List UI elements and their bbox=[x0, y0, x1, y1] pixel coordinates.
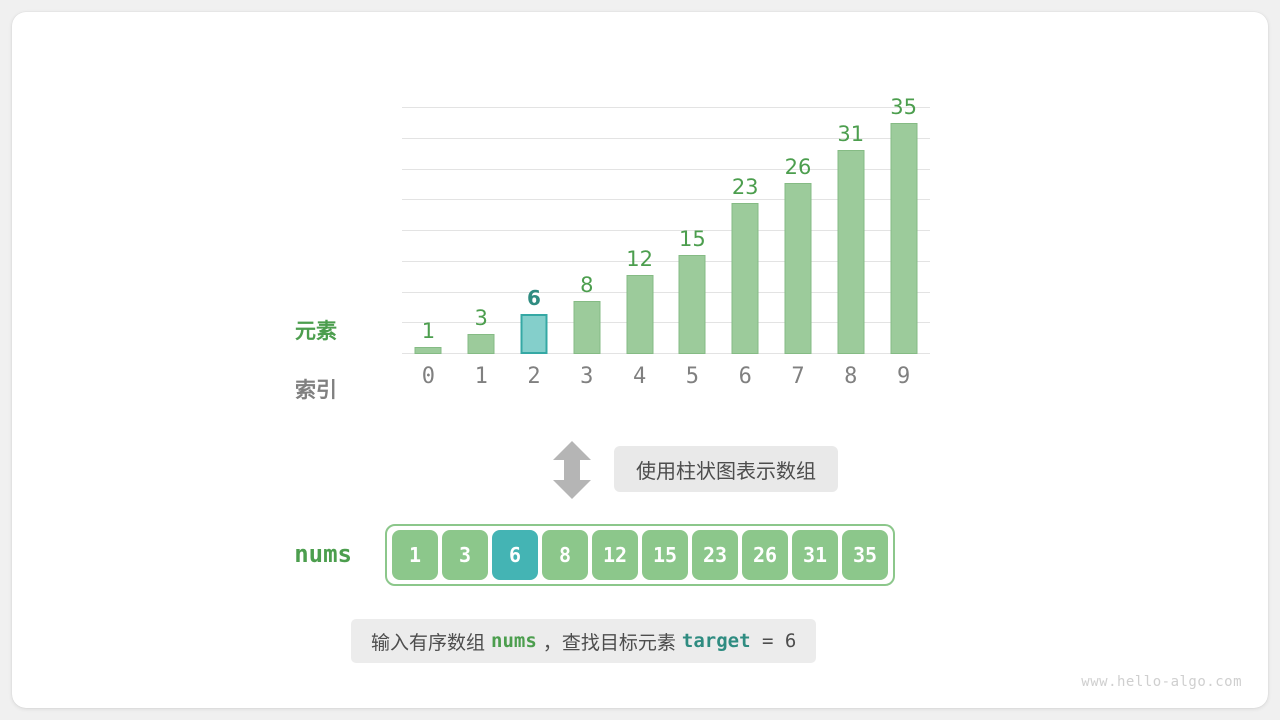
bar bbox=[784, 182, 812, 354]
bar-chart: 1 3 6 8 12 15 23 26 31 35 bbox=[402, 95, 930, 354]
bar-value-label: 31 bbox=[837, 121, 865, 146]
x-tick-label: 9 bbox=[896, 364, 911, 389]
bar bbox=[890, 123, 918, 354]
bar-value-label: 23 bbox=[731, 174, 759, 199]
array-cell[interactable]: 8 bbox=[542, 530, 588, 580]
caption-nums-token: nums bbox=[491, 630, 537, 652]
double-arrow-vertical-icon bbox=[553, 441, 591, 499]
bar-slot: 15 bbox=[666, 107, 719, 354]
array-cell[interactable]: 23 bbox=[692, 530, 738, 580]
row-label-index: 索引 bbox=[295, 378, 337, 402]
x-tick-label: 2 bbox=[527, 364, 541, 389]
x-axis-tick-labels: 0 1 2 3 4 5 6 7 8 9 bbox=[402, 364, 930, 396]
x-tick-label: 8 bbox=[844, 364, 858, 389]
x-tick-label: 1 bbox=[474, 364, 488, 389]
bar bbox=[573, 301, 601, 354]
array-cell[interactable]: 12 bbox=[592, 530, 638, 580]
watermark: www.hello-algo.com bbox=[1081, 674, 1242, 690]
bar-slot: 1 bbox=[402, 107, 455, 354]
array-cell[interactable]: 35 bbox=[842, 530, 888, 580]
array-cell[interactable]: 3 bbox=[442, 530, 488, 580]
x-tick-label: 7 bbox=[791, 364, 805, 389]
array-cell[interactable]: 1 bbox=[392, 530, 438, 580]
bar bbox=[731, 202, 759, 354]
x-tick-label: 4 bbox=[632, 364, 647, 389]
x-tick-label: 0 bbox=[421, 364, 436, 389]
bar-value-label: 3 bbox=[474, 306, 488, 331]
bar-slot: 35 bbox=[877, 95, 930, 354]
row-label-element: 元素 bbox=[295, 319, 337, 343]
bar-slot: 31 bbox=[824, 107, 877, 354]
bar-value-label: 26 bbox=[784, 154, 812, 179]
bar-slot: 8 bbox=[560, 107, 613, 354]
bar-slot: 12 bbox=[613, 107, 666, 354]
bar-value-label: 35 bbox=[890, 95, 917, 120]
bar bbox=[626, 274, 654, 354]
nums-label: nums bbox=[294, 540, 352, 568]
bar bbox=[678, 255, 706, 354]
bar-slot: 6 bbox=[508, 107, 561, 354]
bar-value-label: 12 bbox=[626, 246, 653, 271]
bar-slot: 26 bbox=[772, 107, 825, 354]
bar bbox=[467, 334, 495, 354]
array-cell[interactable]: 31 bbox=[792, 530, 838, 580]
array-container: 1 3 6 8 12 15 23 26 31 35 bbox=[385, 524, 895, 586]
bar-value-label: 15 bbox=[679, 227, 706, 252]
bar-value-label: 6 bbox=[527, 286, 541, 311]
bar-slot: 23 bbox=[719, 107, 772, 354]
bar-slot: 3 bbox=[455, 107, 508, 354]
x-tick-label: 3 bbox=[580, 364, 594, 389]
bar-value-label: 1 bbox=[421, 319, 436, 344]
bar-value-label: 8 bbox=[580, 273, 594, 298]
bottom-caption: 输入有序数组 nums ，查找目标元素 target = 6 bbox=[351, 619, 817, 663]
caption-target-token: target bbox=[681, 630, 751, 652]
bar-highlighted bbox=[520, 314, 548, 354]
bar bbox=[414, 347, 442, 354]
caption-equals: = bbox=[750, 630, 785, 652]
array-cell[interactable]: 15 bbox=[642, 530, 688, 580]
caption-target-value: 6 bbox=[784, 630, 797, 652]
bar bbox=[837, 149, 865, 354]
middle-caption: 使用柱状图表示数组 bbox=[614, 446, 838, 492]
caption-text-part1: 输入有序数组 bbox=[371, 631, 492, 654]
caption-text-part2: ，查找目标元素 bbox=[536, 631, 682, 654]
array-cell-highlighted[interactable]: 6 bbox=[492, 530, 538, 580]
array-cell[interactable]: 26 bbox=[742, 530, 788, 580]
chart-bars: 1 3 6 8 12 15 23 26 31 35 bbox=[402, 95, 930, 354]
x-tick-label: 5 bbox=[685, 364, 700, 389]
x-tick-label: 6 bbox=[738, 364, 752, 389]
